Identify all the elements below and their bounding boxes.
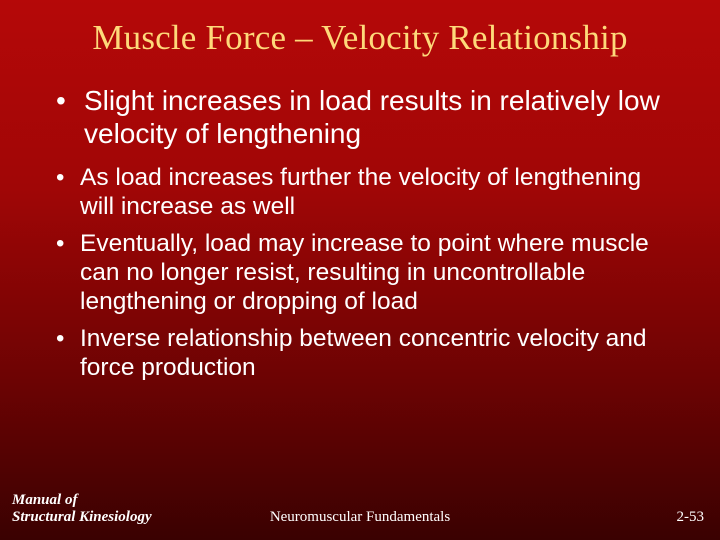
slide-title: Muscle Force – Velocity Relationship (0, 0, 720, 66)
list-item: Eventually, load may increase to point w… (56, 230, 672, 317)
list-item: As load increases further the velocity o… (56, 164, 672, 222)
secondary-bullet-list: As load increases further the velocity o… (56, 164, 672, 382)
primary-bullet-list: Slight increases in load results in rela… (56, 84, 672, 150)
footer-center: Neuromuscular Fundamentals (0, 509, 720, 526)
list-item: Slight increases in load results in rela… (56, 84, 672, 150)
footer-left-line1: Manual of (12, 492, 152, 509)
slide: Muscle Force – Velocity Relationship Sli… (0, 0, 720, 540)
footer-right: 2-53 (677, 509, 705, 526)
list-item: Inverse relationship between concentric … (56, 325, 672, 383)
slide-content: Slight increases in load results in rela… (0, 66, 720, 382)
